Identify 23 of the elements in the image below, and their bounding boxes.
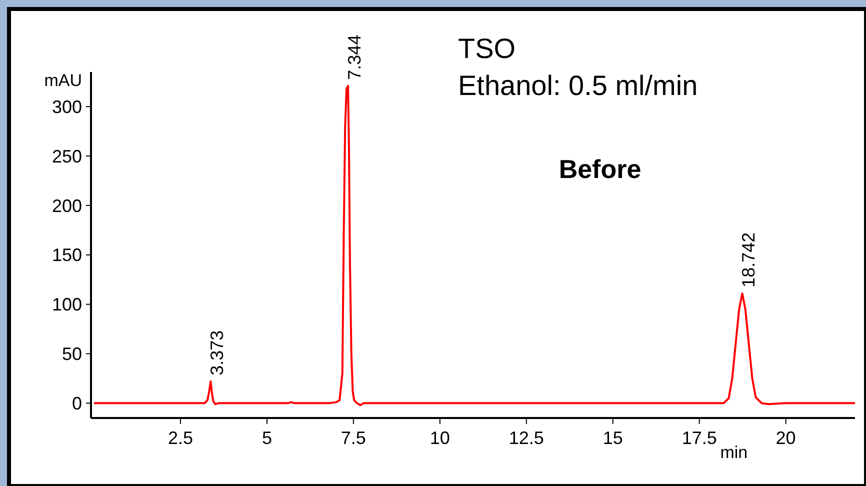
x-tick-label: 5 (262, 428, 272, 448)
x-tick-label: 20 (776, 428, 796, 448)
y-axis-title: mAU (44, 71, 82, 90)
annotation: 3.373 (206, 330, 227, 376)
chart-subtitle: Ethanol: 0.5 ml/min (458, 70, 698, 101)
x-tick-label: 10 (430, 428, 450, 448)
x-axis-title: min (720, 443, 748, 462)
y-tick-label: 150 (52, 245, 82, 266)
x-tick-label: 17.5 (682, 428, 717, 448)
x-tick-label: 15 (602, 428, 623, 448)
x-tick-label: 7.5 (340, 428, 366, 448)
y-tick-label: 100 (52, 294, 82, 315)
chart-title: TSO (458, 33, 516, 64)
y-tick-label: 250 (52, 146, 82, 166)
y-tick-label: 200 (52, 196, 82, 216)
annotation: Before (558, 154, 642, 184)
x-tick-label: 12.5 (508, 428, 544, 448)
x-tick-label: 2.5 (168, 428, 193, 448)
y-tick-label: 50 (62, 344, 82, 364)
y-tick-label: 300 (52, 96, 82, 117)
y-tick-label: 0 (72, 393, 82, 414)
annotation: 7.344 (344, 34, 364, 80)
annotation: 18.742 (738, 232, 759, 288)
